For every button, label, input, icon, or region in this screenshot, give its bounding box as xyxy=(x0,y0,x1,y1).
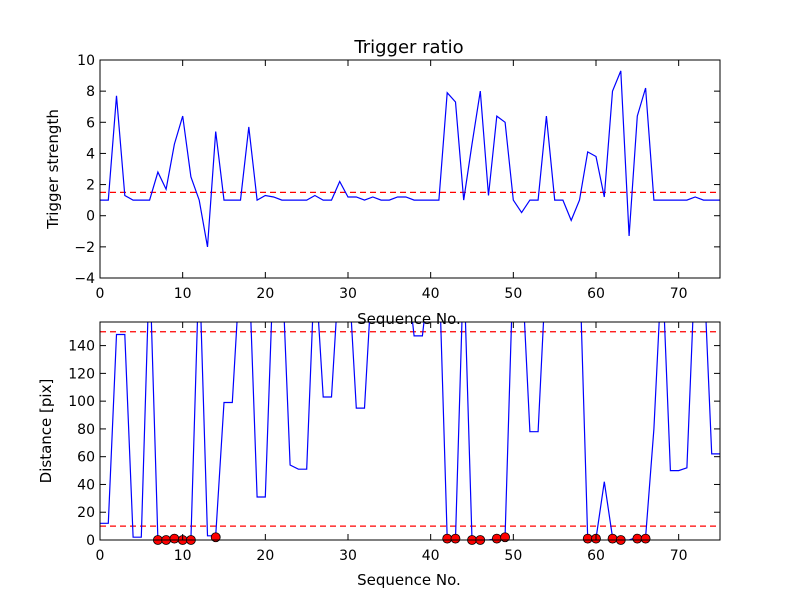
distance-axes-frame xyxy=(99,321,721,541)
distance-marker-point xyxy=(582,533,593,544)
trigger-ratio-title: Trigger ratio xyxy=(353,37,463,58)
distance-ytick-label: 100 xyxy=(68,394,95,410)
trigger-ratio-ytick-label: 0 xyxy=(86,209,95,225)
trigger-ratio-xtick-label: 40 xyxy=(422,286,440,302)
trigger-ratio-xtick-label: 60 xyxy=(587,286,605,302)
distance-xtick-label: 50 xyxy=(504,548,522,564)
distance-panel: 0 10 20 30 40 50 60 70 0 20 40 60 80 100 120 140 Sequen… xyxy=(37,321,721,589)
trigger-ratio-xtick-label: 50 xyxy=(504,286,522,302)
distance-xlabel: Sequence No. xyxy=(357,571,461,589)
distance-ytick-label: 140 xyxy=(68,339,95,355)
distance-ytick-label: 80 xyxy=(77,422,95,438)
trigger-ratio-ytick-label: 2 xyxy=(86,178,95,194)
trigger-ratio-xtick-label: 10 xyxy=(174,286,192,302)
distance-xtick-label: 30 xyxy=(339,548,357,564)
trigger-ratio-ytick-label: 4 xyxy=(86,146,95,162)
distance-ytick-label: 120 xyxy=(68,366,95,382)
trigger-ratio-xtick-label: 30 xyxy=(339,286,357,302)
trigger-ratio-series-line-0 xyxy=(100,70,720,248)
distance-marker-point xyxy=(169,533,180,544)
trigger-ratio-axes-frame xyxy=(99,59,721,279)
distance-ytick-label: 20 xyxy=(77,505,95,521)
distance-ytick-label: 0 xyxy=(86,533,95,549)
distance-xtick-label: 10 xyxy=(174,548,192,564)
distance-xtick-label: 60 xyxy=(587,548,605,564)
distance-marker-point xyxy=(640,533,651,544)
trigger-ratio-xtick-label: 20 xyxy=(256,286,274,302)
distance-marker-point xyxy=(450,533,461,544)
distance-xtick-label: 0 xyxy=(96,548,105,564)
trigger-ratio-ylabel: Trigger strength xyxy=(44,109,62,230)
trigger-ratio-xtick-label: 0 xyxy=(96,286,105,302)
distance-marker-point xyxy=(500,532,510,543)
trigger-ratio-xlabel: Sequence No. xyxy=(357,310,461,328)
distance-xtick-label: 20 xyxy=(256,548,274,564)
trigger-ratio-panel: Trigger ratio 0 10 20 30 40 50 60 70 −4 −2 0 2 4 6 8 10… xyxy=(44,37,721,328)
distance-marker-point xyxy=(491,533,502,544)
trigger-ratio-xtick-label: 70 xyxy=(670,286,688,302)
distance-marker-point xyxy=(442,533,453,544)
trigger-ratio-ytick-label: −2 xyxy=(74,240,95,256)
trigger-ratio-ytick-label: 10 xyxy=(77,53,95,69)
distance-marker-point xyxy=(607,533,618,544)
trigger-ratio-ytick-label: −4 xyxy=(74,271,95,287)
distance-xtick-label: 40 xyxy=(422,548,440,564)
trigger-ratio-ytick-label: 8 xyxy=(86,84,95,100)
distance-ylabel: Distance [pix] xyxy=(37,379,55,484)
distance-marker-point xyxy=(210,532,221,543)
distance-marker-point xyxy=(632,533,643,544)
distance-ytick-label: 40 xyxy=(77,477,95,493)
distance-xtick-label: 70 xyxy=(670,548,688,564)
trigger-ratio-ytick-label: 6 xyxy=(86,115,95,131)
distance-ytick-label: 60 xyxy=(77,450,95,466)
